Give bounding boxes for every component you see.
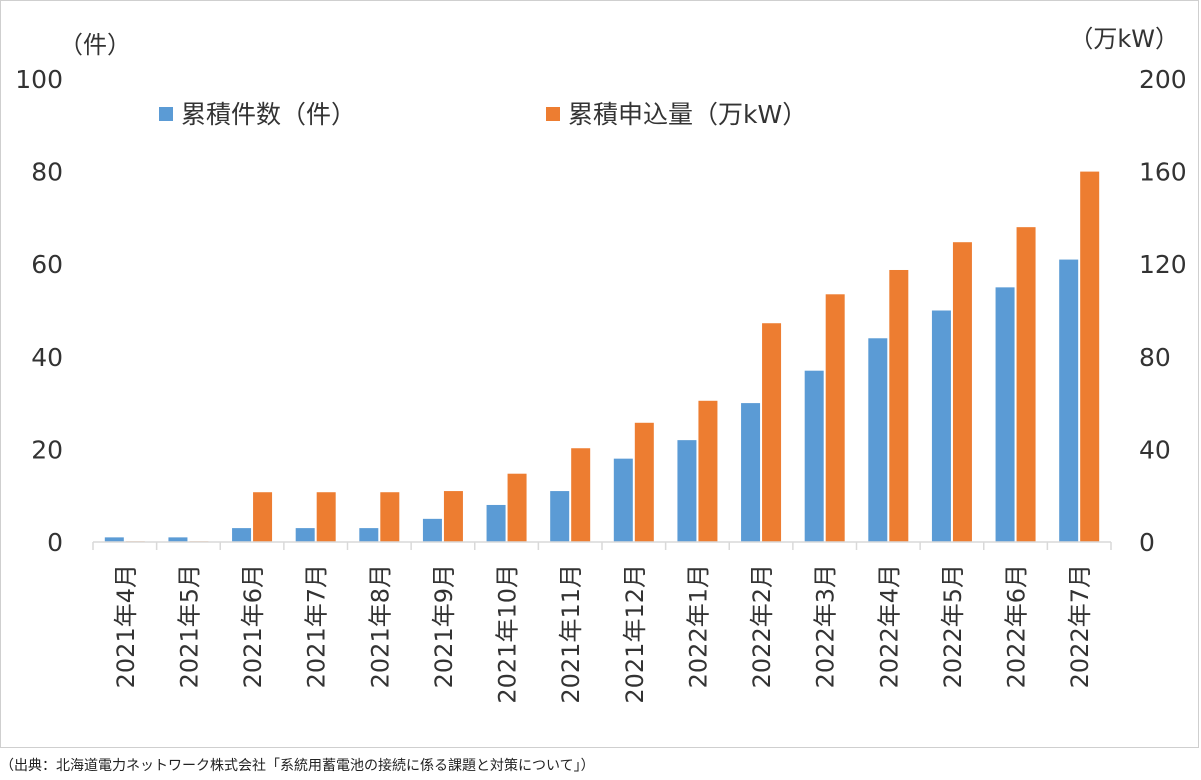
bar-cumulative-capacity xyxy=(952,242,972,542)
bar-cumulative-count xyxy=(995,287,1015,542)
bar-cumulative-count xyxy=(168,537,188,542)
bar-cumulative-capacity xyxy=(1016,227,1036,542)
right-axis-tick-label: 40 xyxy=(1139,435,1171,464)
bar-cumulative-capacity xyxy=(825,294,845,542)
bar-cumulative-count xyxy=(422,518,442,542)
bar-cumulative-capacity xyxy=(889,269,909,542)
legend-swatch-cumulative-capacity xyxy=(546,107,560,121)
legend-label-cumulative-capacity: 累積申込量（万kW） xyxy=(568,100,807,129)
bar-cumulative-count xyxy=(295,528,315,542)
legend-swatch-cumulative-count xyxy=(159,107,173,121)
left-axis-tick-label: 40 xyxy=(31,343,63,372)
bar-cumulative-count xyxy=(359,528,379,542)
bar-cumulative-count xyxy=(104,537,124,542)
right-axis-tick-label: 80 xyxy=(1139,343,1171,372)
plot-layer: 0 20 40 60 80 100 0 40 80 120 160 200 2021年4月 2021年5月… xyxy=(15,65,1186,704)
bar-cumulative-capacity xyxy=(634,422,654,542)
bar-cumulative-count xyxy=(931,310,951,542)
category-label: 2022年1月 xyxy=(684,564,712,688)
bar-cumulative-capacity xyxy=(571,448,591,542)
source-note: （出典：北海道電力ネットワーク株式会社「系統用蓄電池の接続に係る課題と対策につい… xyxy=(0,758,595,774)
category-label: 2022年5月 xyxy=(939,564,967,688)
category-label: 2022年6月 xyxy=(1003,564,1031,688)
right-axis-unit-label: （万kW） xyxy=(1069,25,1179,53)
bar-cumulative-capacity xyxy=(507,473,527,542)
bar-cumulative-count xyxy=(677,440,697,542)
left-axis-tick-label: 20 xyxy=(31,435,63,464)
bar-cumulative-capacity xyxy=(253,492,273,542)
category-label: 2022年7月 xyxy=(1066,564,1094,688)
category-label: 2021年12月 xyxy=(621,564,649,704)
bar-cumulative-count xyxy=(1059,259,1079,542)
category-label: 2021年6月 xyxy=(239,564,267,688)
category-label: 2021年9月 xyxy=(430,564,458,688)
bar-cumulative-count xyxy=(804,370,824,542)
left-axis-tick-label: 100 xyxy=(15,65,63,94)
category-label: 2021年10月 xyxy=(494,564,522,704)
category-label: 2022年4月 xyxy=(875,564,903,688)
bar-cumulative-capacity xyxy=(316,492,336,542)
legend-label-cumulative-count: 累積件数（件） xyxy=(181,100,356,129)
bar-chart: （件） （万kW） 0 20 40 60 80 100 0 40 80 120 160 200 2021… xyxy=(15,25,1186,704)
left-axis-tick-label: 0 xyxy=(47,528,63,557)
left-axis-unit-label: （件） xyxy=(59,31,131,59)
category-label: 2021年5月 xyxy=(175,564,203,688)
left-axis-tick-label: 60 xyxy=(31,250,63,279)
right-axis-tick-label: 120 xyxy=(1139,250,1187,279)
chart-area: （件） （万kW） 0 20 40 60 80 100 0 40 80 120 160 200 2021… xyxy=(0,0,1199,748)
bar-cumulative-capacity xyxy=(380,492,400,542)
bar-cumulative-count xyxy=(741,403,761,542)
bar-cumulative-count xyxy=(613,458,633,542)
category-label: 2021年8月 xyxy=(366,564,394,688)
bar-cumulative-capacity xyxy=(1080,171,1100,542)
category-label: 2021年7月 xyxy=(303,564,331,688)
bar-cumulative-count xyxy=(868,338,888,542)
bar-cumulative-capacity xyxy=(698,400,718,542)
bar-cumulative-count xyxy=(550,491,570,542)
bar-cumulative-count xyxy=(232,528,252,542)
bar-cumulative-capacity xyxy=(762,323,782,542)
left-axis-tick-label: 80 xyxy=(31,158,63,187)
category-label: 2022年3月 xyxy=(812,564,840,688)
right-axis-tick-label: 200 xyxy=(1139,65,1187,94)
category-label: 2022年2月 xyxy=(748,564,776,688)
category-label: 2021年11月 xyxy=(557,564,585,704)
right-axis-tick-label: 160 xyxy=(1139,158,1187,187)
right-axis-tick-label: 0 xyxy=(1139,528,1155,557)
bar-cumulative-count xyxy=(486,504,506,542)
category-label: 2021年4月 xyxy=(112,564,140,688)
bar-cumulative-capacity xyxy=(443,491,463,542)
